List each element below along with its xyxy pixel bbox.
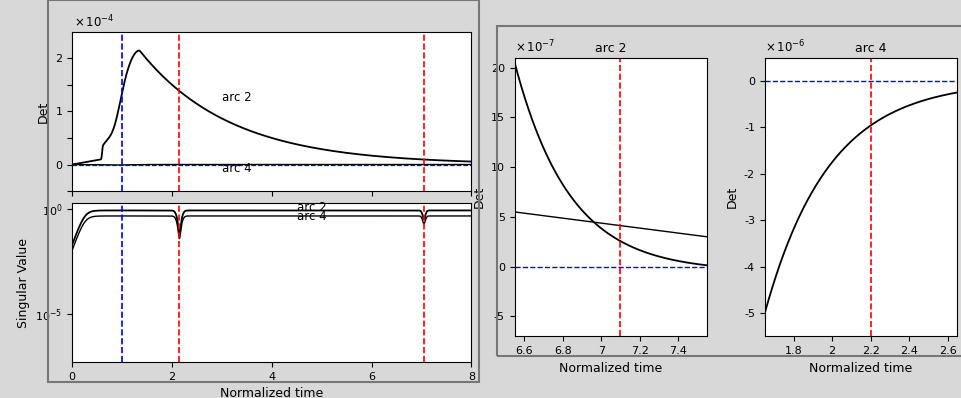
X-axis label: Normalized time: Normalized time <box>558 362 662 375</box>
Bar <box>48 0 479 382</box>
Y-axis label: Singular Value: Singular Value <box>17 238 30 328</box>
Y-axis label: Det: Det <box>725 186 738 208</box>
Text: arc 2: arc 2 <box>595 42 627 55</box>
Text: arc 4: arc 4 <box>296 210 326 222</box>
Text: arc 2: arc 2 <box>296 201 326 214</box>
X-axis label: Normalized time: Normalized time <box>220 388 323 398</box>
Text: $\times\,10^{-4}$: $\times\,10^{-4}$ <box>74 14 114 30</box>
X-axis label: Normalized time: Normalized time <box>808 362 912 375</box>
Text: arc 4: arc 4 <box>222 162 251 176</box>
Text: arc 2: arc 2 <box>222 91 251 104</box>
Text: $\times\,10^{-6}$: $\times\,10^{-6}$ <box>764 38 804 55</box>
Text: arc 4: arc 4 <box>854 42 886 55</box>
Y-axis label: Det: Det <box>472 186 484 208</box>
Text: $\times\,10^{-7}$: $\times\,10^{-7}$ <box>514 38 554 55</box>
Bar <box>497 26 961 356</box>
Y-axis label: Det: Det <box>37 100 50 123</box>
